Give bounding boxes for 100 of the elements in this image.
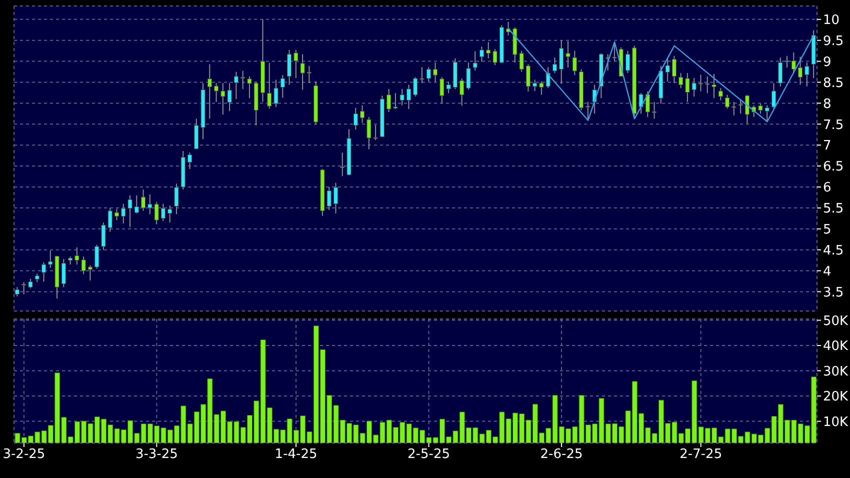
y-tick-label: 9.5 bbox=[823, 34, 844, 49]
candlestick bbox=[134, 194, 139, 214]
candlestick bbox=[108, 207, 112, 232]
candlestick bbox=[81, 256, 86, 275]
y-tick-label: 4 bbox=[823, 264, 832, 280]
candlestick bbox=[168, 204, 172, 224]
x-tick-label: 3-3-25 bbox=[135, 447, 178, 462]
y-tick-label: 8 bbox=[823, 96, 832, 112]
candlestick bbox=[446, 81, 451, 94]
y-tick-label: 30K bbox=[823, 364, 849, 380]
candlestick bbox=[340, 152, 345, 177]
candlestick bbox=[433, 62, 438, 82]
candlestick bbox=[128, 194, 132, 228]
candlestick bbox=[14, 286, 20, 297]
x-tick-label: 3-2-25 bbox=[2, 447, 46, 462]
candlestick bbox=[771, 82, 776, 110]
candlestick bbox=[539, 80, 544, 96]
candlestick bbox=[472, 50, 478, 72]
candlestick bbox=[586, 101, 590, 121]
candlestick bbox=[74, 246, 80, 265]
candlestick bbox=[479, 46, 484, 62]
candlestick bbox=[306, 65, 312, 84]
y-tick-label: 50K bbox=[823, 314, 849, 329]
candlestick bbox=[187, 152, 192, 170]
candlestick bbox=[300, 54, 305, 90]
candlestick bbox=[798, 56, 803, 86]
candlestick bbox=[48, 250, 53, 268]
candlestick bbox=[148, 194, 152, 215]
y-tick-label: 8.5 bbox=[823, 76, 844, 91]
y-tick-label: 6 bbox=[823, 180, 832, 196]
candlestick bbox=[406, 84, 411, 110]
candlestick bbox=[685, 72, 690, 102]
candlestick bbox=[460, 78, 464, 106]
candlestick bbox=[692, 78, 696, 97]
candlestick bbox=[174, 183, 179, 215]
candlestick bbox=[393, 92, 398, 110]
candlestick bbox=[326, 186, 332, 211]
candlestick bbox=[532, 79, 538, 92]
candlestick bbox=[114, 208, 119, 221]
y-tick-label: 40K bbox=[823, 339, 849, 354]
candlestick bbox=[373, 124, 378, 141]
candlestick bbox=[804, 62, 810, 87]
y-tick-label: 7.5 bbox=[823, 118, 844, 133]
candlestick bbox=[160, 203, 166, 222]
candlestick bbox=[194, 118, 199, 150]
y-tick-label: 5.5 bbox=[823, 202, 844, 217]
candlestick bbox=[672, 55, 676, 84]
candlestick bbox=[267, 62, 272, 110]
candlestick bbox=[784, 55, 790, 68]
candlestick bbox=[141, 189, 146, 212]
candlestick bbox=[41, 262, 46, 282]
candlestick bbox=[360, 104, 365, 124]
candlestick bbox=[652, 101, 657, 120]
candlestick bbox=[287, 49, 292, 86]
candlestick bbox=[426, 66, 431, 82]
candlestick bbox=[386, 88, 392, 112]
y-tick-label: 4.5 bbox=[823, 243, 844, 258]
y-tick-label: 7 bbox=[823, 138, 832, 154]
candlestick bbox=[778, 57, 783, 87]
candlestick bbox=[294, 49, 298, 79]
candlestick bbox=[552, 57, 557, 74]
candlestick bbox=[227, 82, 232, 112]
candlestick bbox=[220, 82, 226, 116]
candlestick bbox=[333, 182, 338, 214]
candlestick bbox=[519, 50, 524, 72]
x-tick-label: 2-5-25 bbox=[408, 447, 450, 462]
candlestick bbox=[791, 52, 796, 74]
candlestick bbox=[678, 72, 684, 89]
candlestick bbox=[764, 104, 770, 122]
candlestick bbox=[274, 79, 278, 108]
candlestick bbox=[526, 64, 530, 92]
candlestick bbox=[366, 116, 372, 150]
candlestick bbox=[698, 74, 703, 92]
candlestick bbox=[420, 66, 424, 84]
candlestick bbox=[705, 76, 710, 94]
candlestick bbox=[280, 74, 285, 98]
line-series bbox=[508, 28, 814, 122]
candlestick bbox=[94, 244, 100, 270]
candlestick bbox=[665, 57, 670, 82]
candlestick bbox=[758, 103, 763, 114]
candlestick bbox=[572, 50, 577, 76]
candlestick bbox=[28, 278, 33, 289]
y-tick-label: 10 bbox=[823, 13, 840, 28]
candlestick bbox=[744, 94, 750, 124]
y-tick-label: 10K bbox=[823, 414, 849, 430]
candlestick bbox=[61, 258, 66, 288]
y-tick-label: 6.5 bbox=[823, 160, 844, 175]
candlestick bbox=[214, 82, 219, 102]
candlestick bbox=[645, 90, 650, 118]
x-tick-label: 2-7-25 bbox=[680, 447, 722, 462]
candlestick bbox=[121, 203, 126, 224]
y-tick-label: 3.5 bbox=[823, 285, 844, 300]
y-tick-label: 20K bbox=[823, 390, 849, 405]
candlestick bbox=[440, 76, 444, 104]
candlestick bbox=[725, 94, 730, 110]
x-tick-label: 2-6-25 bbox=[540, 447, 583, 462]
candlestick bbox=[88, 264, 92, 281]
candlestick bbox=[712, 73, 716, 99]
candlestick bbox=[22, 282, 26, 295]
y-tick-label: 9 bbox=[823, 54, 832, 70]
